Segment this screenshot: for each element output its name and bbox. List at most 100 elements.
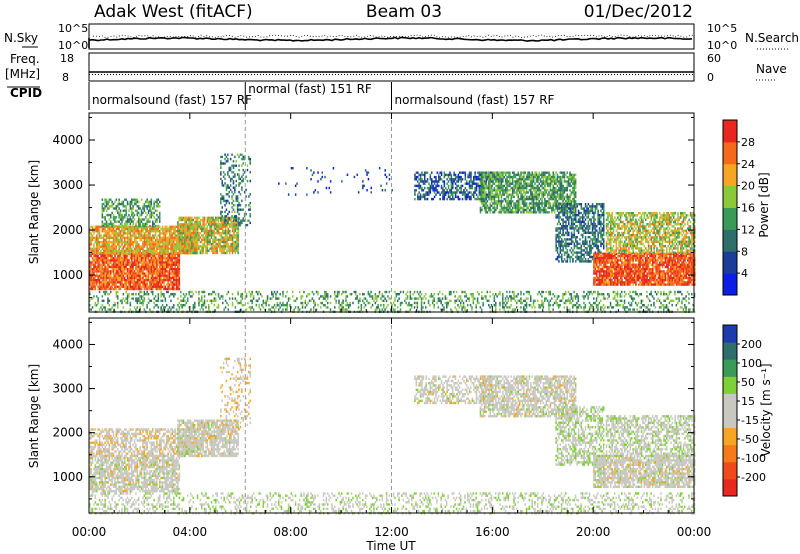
xtick-label-6: 00:00 [677, 525, 712, 539]
power-colorbar-label-6: 28 [741, 136, 755, 149]
freq-tick-top: 18 [60, 52, 74, 65]
power-panel: 1000 2000 3000 4000 Slant Range [km] 4 8 12 16… [27, 112, 771, 313]
velocity-colorbar-label-3: 15 [741, 395, 755, 408]
power-colorbar-swatch-3 [723, 207, 737, 230]
power-region-3 [177, 216, 239, 255]
velocity-region-9 [89, 492, 696, 515]
nsky-tick-bottom: 10^0 [58, 39, 88, 52]
velocity-colorbar-label-0: 200 [741, 338, 762, 351]
nsky-trace [88, 34, 694, 48]
power-scatter [89, 113, 696, 313]
power-colorbar-label-3: 16 [741, 202, 755, 215]
velocity-colorbar-swatch-7 [723, 359, 737, 377]
power-region-11 [278, 167, 393, 196]
power-colorbar-swatch-6 [723, 141, 737, 165]
cpid-segment-1: normal (fast) 151 RF [248, 82, 372, 96]
nsky-tick-top: 10^5 [58, 22, 88, 35]
velocity-y-axis: 1000 2000 3000 4000 [52, 321, 694, 500]
nave-label: Nave [756, 62, 787, 76]
x-axis-label: Time UT [365, 539, 416, 553]
velocity-region-0 [89, 454, 181, 493]
power-region-8 [593, 252, 696, 286]
velocity-region-3 [220, 357, 251, 431]
power-region-0 [89, 252, 181, 291]
power-ytick-label-0: 1000 [52, 268, 83, 282]
power-colorbar-swatch-7 [723, 120, 737, 143]
velocity-colorbar-swatch-1 [723, 461, 737, 480]
freq-unit-label: [MHz] [5, 67, 40, 81]
velocity-colorbar-swatch-0 [723, 478, 737, 497]
xtick-label-4: 16:00 [475, 525, 510, 539]
power-region-2 [101, 198, 161, 228]
velocity-region-8 [605, 415, 696, 458]
velocity-region-6 [555, 406, 605, 466]
nsearch-label: N.Search [745, 31, 799, 45]
xtick-label-5: 20:00 [576, 525, 611, 539]
xtick-label-2: 08:00 [273, 525, 308, 539]
velocity-ytick-label-0: 1000 [52, 470, 83, 484]
velocity-colorbar-swatch-6 [723, 376, 737, 394]
power-colorbar-label-1: 8 [741, 245, 748, 258]
xtick-label-1: 04:00 [173, 525, 208, 539]
nsearch-tick-bottom: 10^0 [707, 39, 737, 52]
velocity-scatter [89, 318, 696, 515]
beam-title: Beam 03 [366, 2, 442, 22]
x-axis: 00:00 04:00 08:00 12:00 16:00 20:00 00:00 [72, 113, 712, 539]
nsearch-tick-top: 10^5 [707, 22, 737, 35]
power-y-axis: 1000 2000 3000 4000 [52, 117, 694, 299]
power-ytick-label-2: 3000 [52, 178, 83, 192]
nave-tick-bottom: 0 [707, 71, 714, 84]
velocity-panel: 1000 2000 3000 4000 Slant Range [km] 200 100… [27, 317, 773, 515]
freq-label: Freq. [10, 52, 40, 66]
power-colorbar-label: Power [dB] [757, 172, 771, 237]
velocity-colorbar-swatch-9 [723, 325, 737, 343]
power-colorbar-label-0: 4 [741, 267, 748, 280]
power-region-9 [605, 212, 696, 254]
power-ylabel: Slant Range [km] [27, 160, 41, 264]
velocity-colorbar-label-2: 50 [741, 376, 755, 389]
power-region-10 [89, 290, 696, 313]
velocity-colorbar-swatch-2 [723, 444, 737, 463]
power-region-4 [220, 153, 251, 227]
freq-panel: Freq. [MHz] 18 8 60 0 Nave [5, 52, 787, 84]
velocity-ytick-label-2: 3000 [52, 382, 83, 396]
nsky-label: N.Sky [4, 31, 38, 45]
power-colorbar-swatch-1 [723, 251, 737, 274]
power-colorbar-label-2: 12 [741, 223, 755, 236]
velocity-colorbar-label-5: -50 [741, 433, 759, 446]
power-colorbar-label-5: 24 [741, 158, 755, 171]
velocity-colorbar-label: Velocity [m s⁻¹] [759, 363, 773, 456]
power-ytick-label-1: 2000 [52, 223, 83, 237]
velocity-colorbar-swatch-5 [723, 393, 737, 411]
nsky-line [88, 36, 693, 48]
velocity-ylabel: Slant Range [km] [27, 364, 41, 468]
xtick-label-3: 12:00 [374, 525, 409, 539]
power-colorbar-label-4: 20 [741, 180, 755, 193]
cpid-label: CPID [10, 86, 42, 100]
velocity-colorbar-swatch-4 [723, 410, 737, 429]
cpid-segment-0: normalsound (fast) 157 RF [92, 93, 252, 107]
cpid-segment-2: normalsound (fast) 157 RF [395, 93, 555, 107]
velocity-colorbar-label-7: -200 [741, 471, 766, 484]
velocity-ytick-label-1: 2000 [52, 426, 83, 440]
freq-tick-bottom: 8 [62, 71, 69, 84]
velocity-colorbar-label-1: 100 [741, 357, 762, 370]
velocity-region-7 [593, 454, 696, 488]
velocity-region-5 [479, 375, 577, 418]
velocity-colorbar: 200 100 50 15 -15 -50 -100 -200 [722, 324, 766, 497]
station-title: Adak West (fitACF) [94, 2, 253, 22]
velocity-region-2 [177, 419, 239, 458]
power-colorbar-swatch-2 [723, 229, 737, 252]
power-colorbar-swatch-5 [723, 163, 737, 187]
velocity-colorbar-swatch-3 [723, 427, 737, 446]
nave-tick-top: 60 [707, 52, 721, 65]
velocity-colorbar-label-4: -15 [741, 414, 759, 427]
velocity-colorbar-label-6: -100 [741, 452, 766, 465]
power-ytick-label-3: 4000 [52, 133, 83, 147]
nsky-panel: N.Sky 10^5 10^0 10^5 10^0 N.Search [4, 22, 799, 52]
power-colorbar-swatch-0 [723, 273, 737, 296]
power-colorbar: 4 8 12 16 20 24 28 [722, 119, 755, 296]
power-region-6 [479, 171, 577, 214]
